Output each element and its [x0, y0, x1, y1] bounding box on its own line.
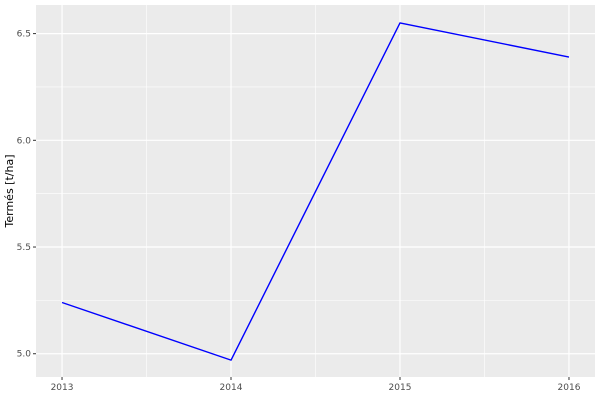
major-gridlines: [36, 5, 595, 377]
y-tick-label: 6.0: [17, 136, 32, 146]
x-tick-label: 2013: [51, 383, 74, 393]
x-tick-labels: 2013 2014 2015 2016: [51, 383, 581, 393]
y-tick-labels: 5.0 5.5 6.0 6.5: [17, 30, 32, 360]
y-axis-title: Termés [t/ha]: [3, 155, 16, 229]
x-tick-label: 2016: [558, 383, 581, 393]
y-tick-label: 5.5: [17, 243, 31, 253]
minor-gridlines: [36, 5, 595, 377]
data-line: [61, 22, 570, 361]
axis-tick-marks: [33, 33, 570, 380]
x-tick-label: 2015: [389, 383, 412, 393]
y-tick-label: 6.5: [17, 30, 31, 40]
x-tick-label: 2014: [220, 383, 243, 393]
y-tick-label: 5.0: [17, 350, 32, 360]
